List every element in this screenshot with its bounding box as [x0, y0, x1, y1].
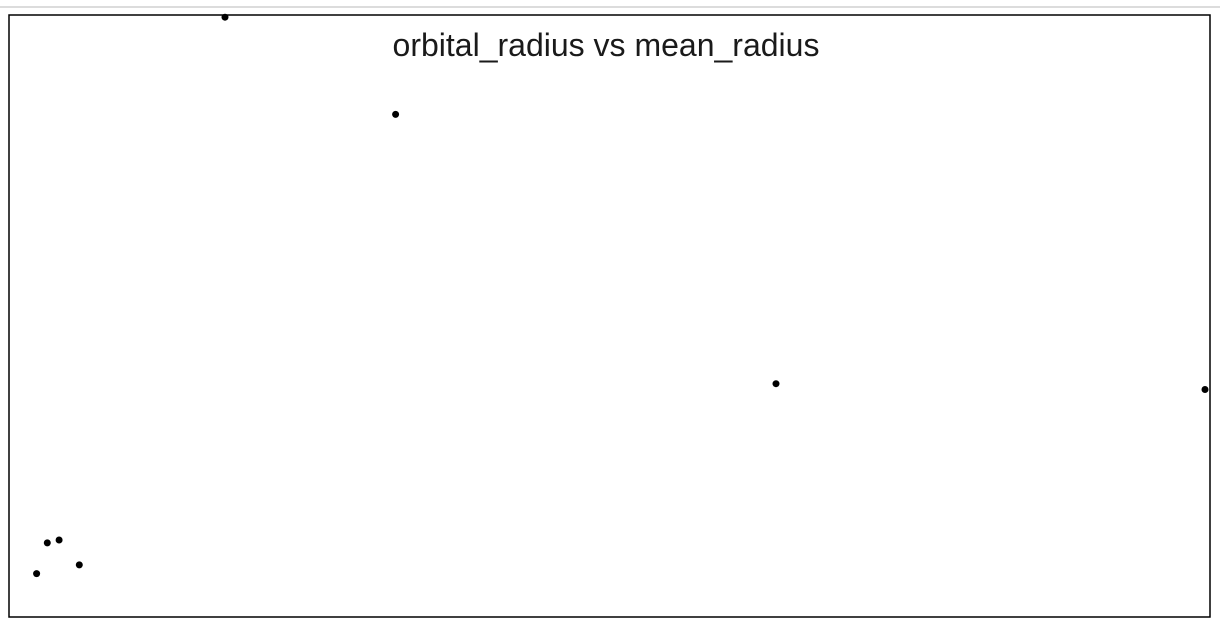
data-point-3: [772, 380, 780, 388]
plot-frame: [8, 14, 1211, 618]
data-point-4: [1201, 386, 1209, 393]
data-point-6: [55, 536, 63, 544]
data-point-2: [392, 110, 400, 118]
top-separator: [0, 6, 1220, 8]
data-point-7: [33, 570, 41, 578]
data-point-8: [75, 561, 83, 569]
data-point-1: [221, 13, 229, 21]
data-point-5: [43, 539, 51, 547]
data-points: [33, 13, 1209, 578]
chart-title: orbital_radius vs mean_radius: [393, 27, 820, 63]
